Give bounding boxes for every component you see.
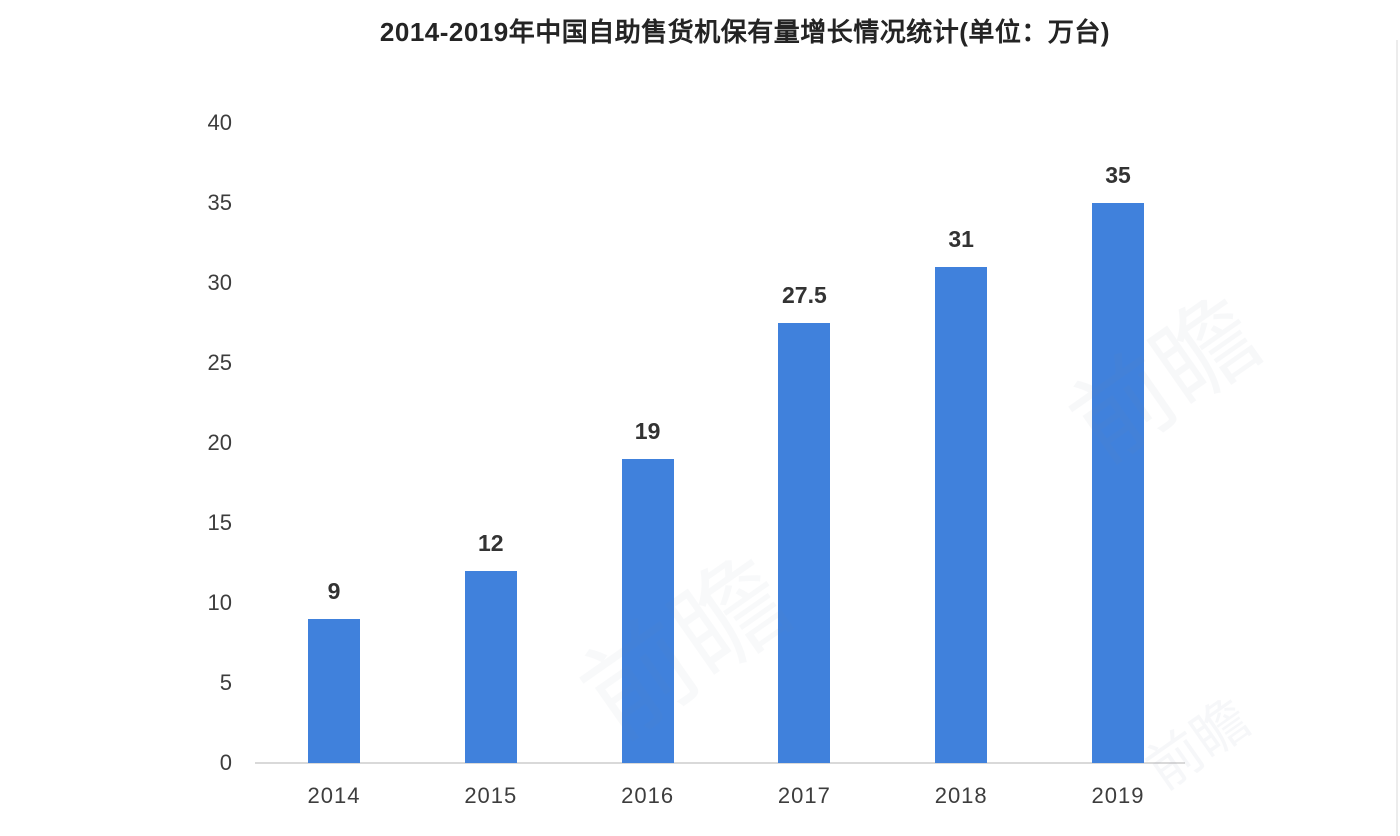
chart-title: 2014-2019年中国自助售货机保有量增长情况统计(单位：万台) bbox=[379, 17, 1111, 47]
bar-value-label: 27.5 bbox=[782, 282, 827, 308]
bar-2015 bbox=[464, 571, 517, 763]
y-axis-tick-label: 35 bbox=[207, 190, 232, 215]
x-axis-category-label: 2019 bbox=[1091, 783, 1145, 808]
bar-value-label: 12 bbox=[478, 530, 504, 556]
bar-2014 bbox=[308, 619, 360, 763]
right-edge-line bbox=[1396, 40, 1398, 836]
x-axis-line bbox=[255, 762, 1185, 764]
watermark-logo: 前瞻 bbox=[544, 511, 816, 768]
bar-2016 bbox=[621, 459, 674, 763]
bar-2017 bbox=[778, 323, 831, 763]
bar-2018 bbox=[935, 267, 988, 763]
y-axis-tick-label: 40 bbox=[207, 110, 232, 135]
bar-value-label: 31 bbox=[948, 226, 974, 252]
x-axis-category-label: 2015 bbox=[464, 783, 518, 808]
y-axis-tick-label: 10 bbox=[207, 590, 232, 615]
bar-2019 bbox=[1092, 203, 1144, 763]
bar-value-label: 9 bbox=[327, 578, 341, 604]
bar-value-label: 19 bbox=[634, 418, 661, 444]
y-axis-tick-label: 20 bbox=[207, 430, 232, 455]
y-axis-tick-label: 0 bbox=[219, 750, 232, 775]
bar-value-label: 35 bbox=[1105, 162, 1131, 188]
x-axis-category-label: 2017 bbox=[777, 783, 831, 808]
x-axis-category-label: 2016 bbox=[621, 783, 675, 808]
x-axis-category-label: 2018 bbox=[934, 783, 988, 808]
y-axis-tick-label: 5 bbox=[219, 670, 232, 695]
y-axis-tick-label: 25 bbox=[207, 350, 232, 375]
y-axis-tick-label: 15 bbox=[207, 510, 232, 535]
x-axis-category-label: 2014 bbox=[307, 783, 361, 808]
watermark-logo: 前瞻 bbox=[1051, 277, 1280, 484]
y-axis-tick-label: 30 bbox=[207, 270, 232, 295]
